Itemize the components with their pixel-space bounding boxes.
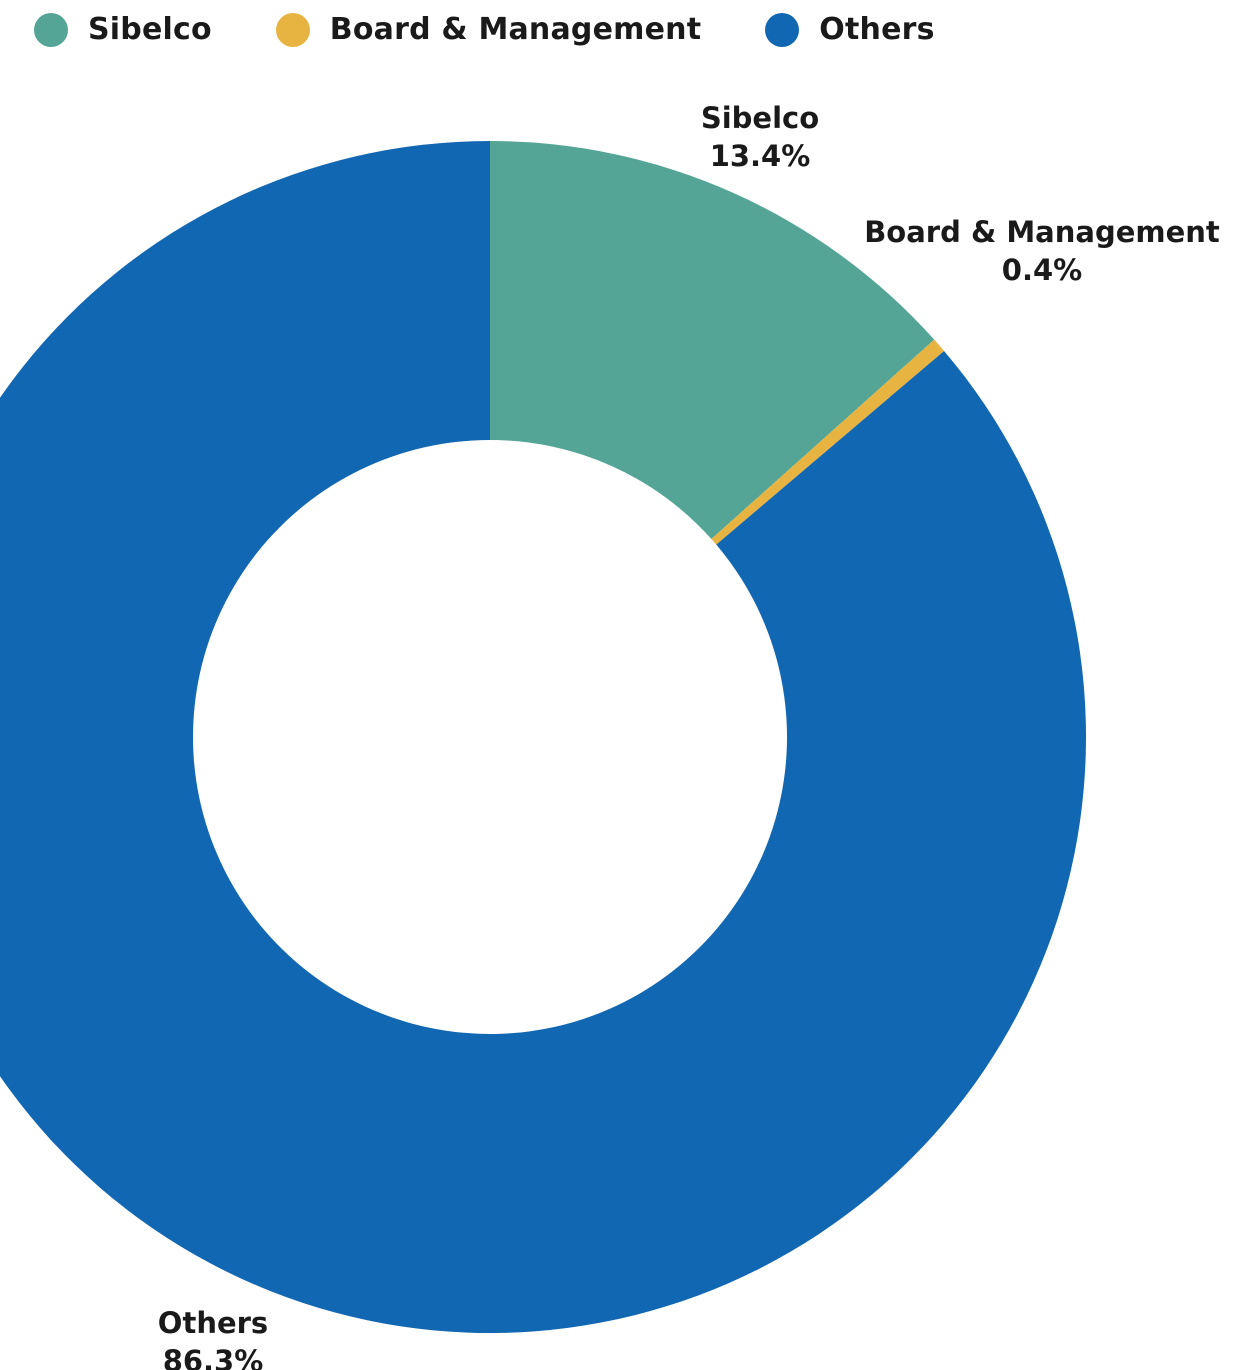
slice-value-label-board-management: 0.4%: [1002, 253, 1082, 287]
legend-label-sibelco: Sibelco: [88, 12, 212, 47]
slice-sibelco: [490, 141, 935, 540]
slice-name-label-board-management: Board & Management: [864, 215, 1220, 249]
chart-legend: Sibelco Board & Management Others: [34, 12, 999, 47]
slice-name-label-others: Others: [158, 1306, 268, 1340]
legend-swatch-sibelco: [34, 12, 68, 47]
legend-swatch-others: [765, 12, 800, 47]
slice-name-label-sibelco: Sibelco: [701, 101, 819, 135]
slice-others: [0, 141, 1086, 1333]
donut-slices: [0, 141, 1086, 1333]
legend-swatch-board-management: [275, 12, 310, 47]
legend-label-board-management: Board & Management: [329, 12, 702, 47]
slice-value-label-others: 86.3%: [163, 1344, 264, 1370]
slice-board-management: [711, 339, 945, 545]
legend-item-sibelco: Sibelco: [34, 12, 212, 47]
slice-labels: Sibelco 13.4% Board & Management 0.4% Others…: [158, 101, 1220, 1370]
slice-value-label-sibelco: 13.4%: [710, 139, 811, 173]
legend-label-others: Others: [819, 12, 935, 47]
legend-item-board-management: Board & Management: [275, 12, 702, 47]
legend-item-others: Others: [765, 12, 934, 47]
